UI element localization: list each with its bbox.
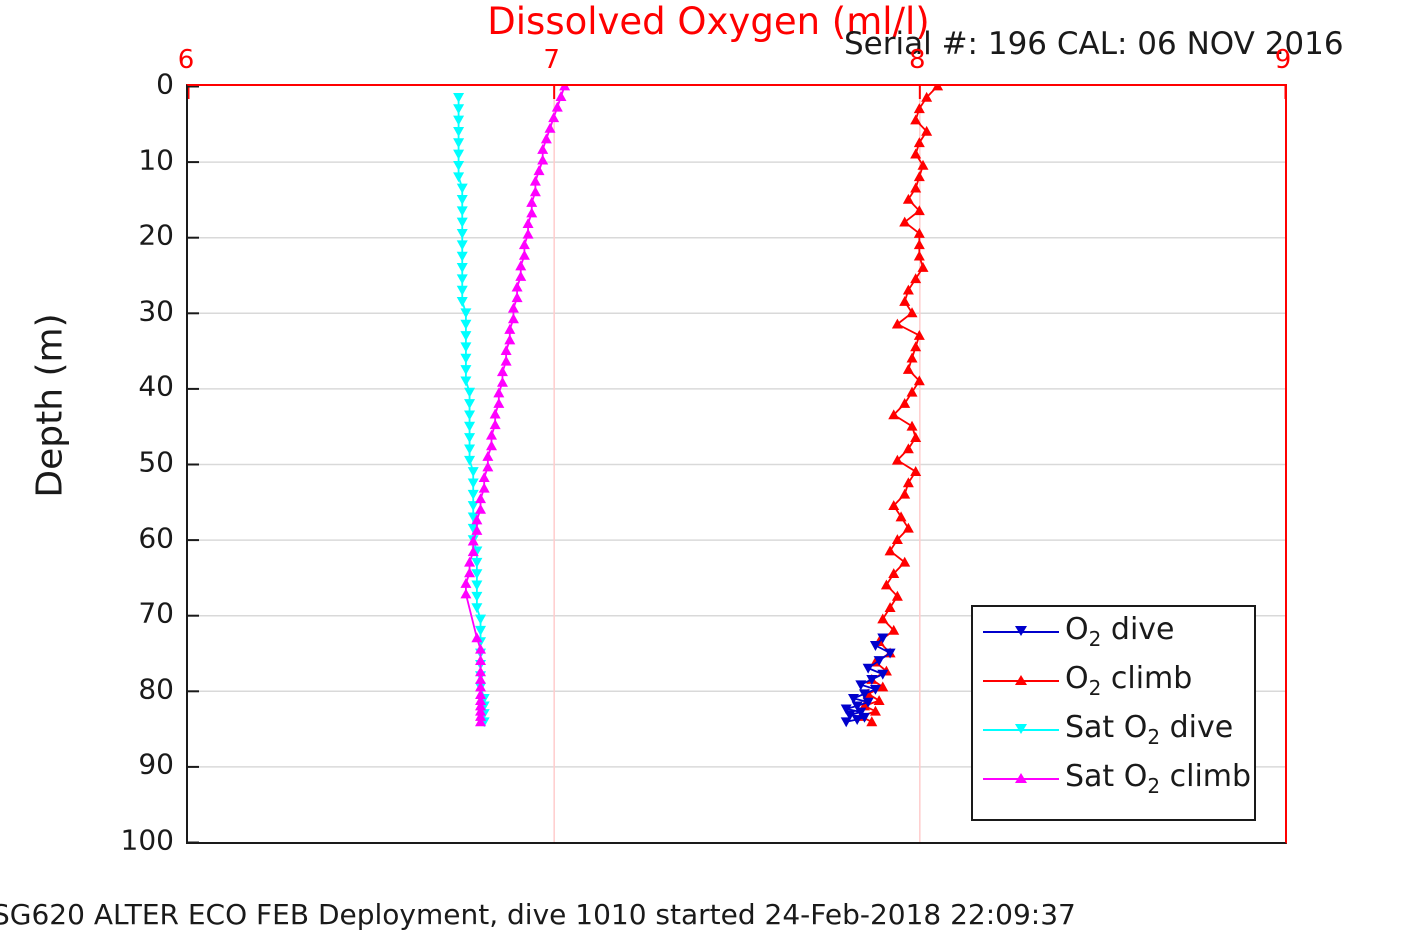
- y-axis-tick-labels: 0 10 20 30 40 50 60 70 80 90 100: [86, 68, 174, 857]
- legend-item-0[interactable]: O2 dive: [973, 607, 1254, 656]
- y-tick-10: 10: [138, 143, 174, 177]
- page-title: Dissolved Oxygen (ml/l): [487, 0, 930, 43]
- legend-label-o2-climb: O2 climb: [1065, 661, 1193, 700]
- y-tick-100: 100: [120, 823, 174, 857]
- legend-label-sat-o2-climb: Sat O2 climb: [1065, 759, 1252, 798]
- x-tick-6: 6: [177, 45, 195, 75]
- y-tick-50: 50: [138, 445, 174, 479]
- x-tick-8: 8: [909, 45, 926, 75]
- figure-caption: SG620 ALTER ECO FEB Deployment, dive 101…: [0, 898, 1076, 931]
- x-axis-tick-labels: 6 7 8 9: [178, 45, 1292, 79]
- series-sat-o2-climb: [460, 86, 571, 727]
- legend-swatch-sat-o2-climb: [983, 769, 1059, 789]
- triangle-down-icon: [1015, 723, 1027, 734]
- triangle-up-icon: [1015, 674, 1027, 685]
- triangle-down-icon: [1015, 625, 1027, 636]
- legend-swatch-o2-climb: [983, 671, 1059, 691]
- triangle-up-icon: [1015, 772, 1027, 783]
- data-series-layer: [453, 86, 944, 728]
- legend-swatch-sat-o2-dive: [983, 720, 1059, 740]
- legend-item-3[interactable]: Sat O2 climb: [973, 754, 1254, 803]
- y-tick-60: 60: [138, 521, 174, 555]
- y-tick-80: 80: [138, 672, 174, 706]
- y-tick-30: 30: [138, 294, 174, 328]
- x-tick-7: 7: [543, 45, 560, 75]
- legend: O2 dive O2 climb Sat O2 dive Sat O2 clim…: [971, 605, 1256, 821]
- serial-cal-annotation: Serial #: 196 CAL: 06 NOV 2016: [844, 26, 1344, 62]
- y-tick-40: 40: [138, 369, 174, 403]
- y-axis-label: Depth (m): [29, 313, 71, 498]
- series-sat-o2-dive: [453, 92, 490, 728]
- legend-item-2[interactable]: Sat O2 dive: [973, 705, 1254, 754]
- y-tick-20: 20: [138, 218, 174, 252]
- legend-swatch-o2-dive: [983, 622, 1059, 642]
- legend-label-sat-o2-dive: Sat O2 dive: [1065, 710, 1234, 749]
- x-tick-9: 9: [1274, 45, 1292, 75]
- series-o2-dive: [840, 633, 896, 728]
- legend-label-o2-dive: O2 dive: [1065, 612, 1175, 651]
- series-o2-climb: [855, 86, 944, 727]
- legend-item-1[interactable]: O2 climb: [973, 656, 1254, 705]
- y-tick-0: 0: [156, 67, 174, 101]
- y-tick-90: 90: [138, 747, 174, 781]
- y-tick-70: 70: [138, 596, 174, 630]
